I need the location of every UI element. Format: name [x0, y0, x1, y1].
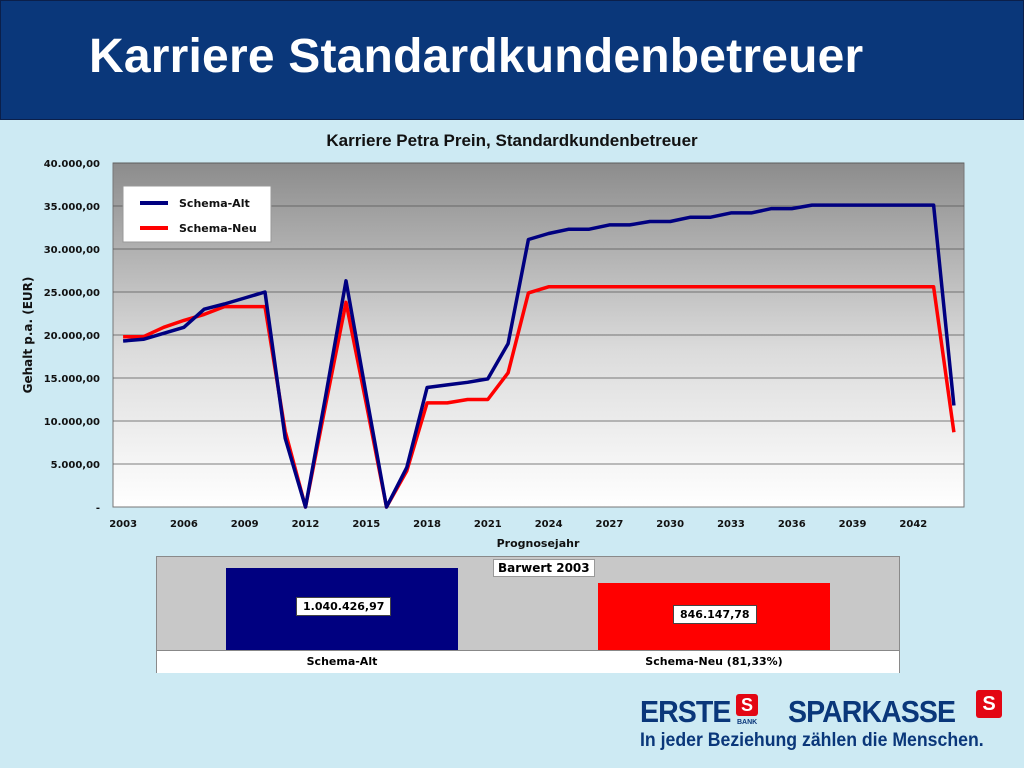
bar-value-label-schema-neu: 846.147,78: [673, 605, 757, 624]
x-tick-label: 2012: [292, 519, 320, 530]
slide-header: Karriere Standardkundenbetreuer: [0, 0, 1024, 120]
x-tick-label: 2006: [170, 519, 198, 530]
x-tick-label: 2018: [413, 519, 441, 530]
x-tick-label: 2015: [352, 519, 380, 530]
bar-category-schema-alt: Schema-Alt: [306, 655, 378, 668]
x-tick-label: 2003: [109, 519, 137, 530]
y-tick-label: 15.000,00: [44, 374, 100, 385]
y-tick-label: 5.000,00: [51, 460, 100, 471]
bar-value-label-schema-alt: 1.040.426,97: [296, 597, 392, 616]
series-lines: [122, 203, 956, 509]
y-tick-label: -: [96, 503, 100, 514]
sparkasse-s-icon-large: S: [976, 690, 1002, 718]
x-axis-label: Prognosejahr: [497, 537, 580, 550]
x-tick-label: 2021: [474, 519, 502, 530]
legend-label-schema-neu: Schema-Neu: [179, 222, 257, 235]
y-tick-label: 10.000,00: [44, 417, 100, 428]
y-tick-label: 35.000,00: [44, 202, 100, 213]
x-tick-label: 2009: [231, 519, 259, 530]
line-chart: - 5.000,00 10.000,00 15.000,00 20.000,00 25.0…: [21, 159, 965, 550]
legend-label-schema-alt: Schema-Alt: [179, 197, 250, 210]
slogan: In jeder Beziehung zählen die Menschen.: [640, 730, 984, 751]
sparkasse-s-icon: S: [736, 694, 758, 716]
slide-title: Karriere Standardkundenbetreuer: [89, 30, 864, 83]
series-line-schema-neu: [123, 285, 956, 509]
bank-logo-text: BANK: [737, 719, 758, 726]
bar-category-schema-neu: Schema-Neu (81,33%): [645, 655, 783, 668]
bar-category-axis: [157, 650, 899, 673]
legend-box: [122, 185, 272, 243]
legend: Schema-Alt Schema-Neu: [122, 185, 272, 243]
x-tick-label: 2036: [778, 519, 806, 530]
x-tick-label: 2030: [656, 519, 684, 530]
x-tick-label: 2042: [899, 519, 927, 530]
barwert-title: Barwert 2003: [493, 559, 595, 577]
y-tick-labels: - 5.000,00 10.000,00 15.000,00 20.000,00 25.0…: [44, 159, 100, 514]
x-tick-label: 2024: [535, 519, 563, 530]
chart-title: Karriere Petra Prein, Standardkundenbetr…: [326, 131, 698, 150]
x-tick-label: 2033: [717, 519, 745, 530]
sparkasse-logo-text: SPARKASSE: [788, 694, 956, 729]
x-tick-label: 2027: [595, 519, 623, 530]
y-tick-label: 20.000,00: [44, 331, 100, 342]
y-tick-label: 25.000,00: [44, 288, 100, 299]
y-tick-label: 40.000,00: [44, 159, 100, 170]
series-line-schema-alt: [122, 203, 956, 509]
x-tick-labels: 2003 2006 2009 2012 2015 2018 2021 2024 2027 2030…: [109, 519, 927, 530]
y-axis-label: Gehalt p.a. (EUR): [21, 277, 35, 394]
y-tick-label: 30.000,00: [44, 245, 100, 256]
erste-logo-text: ERSTE: [640, 694, 731, 729]
x-tick-label: 2039: [839, 519, 867, 530]
